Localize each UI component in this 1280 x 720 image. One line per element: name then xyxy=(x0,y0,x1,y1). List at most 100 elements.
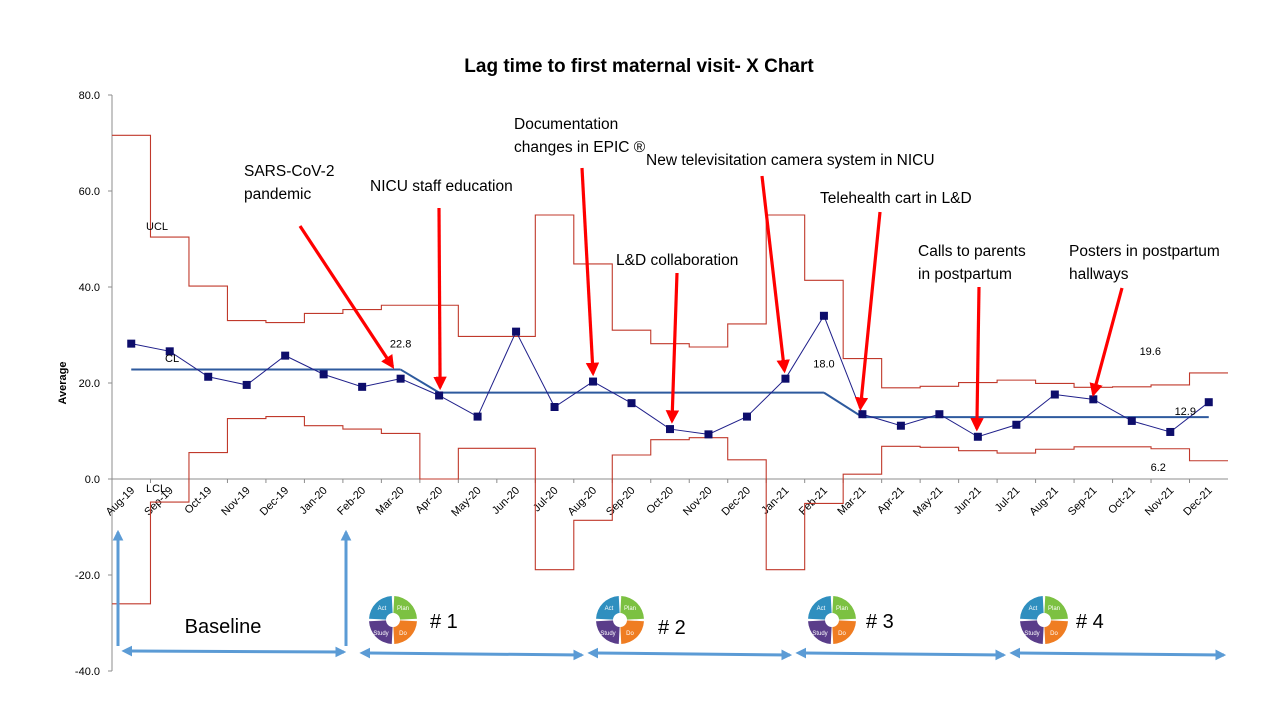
x-tick-label: Aug-21 xyxy=(1027,485,1061,519)
y-tick-label: 20.0 xyxy=(79,378,100,390)
annotation-text: pandemic xyxy=(244,186,311,203)
pdsa-label: Act xyxy=(378,606,387,612)
pdsa-segment xyxy=(832,596,856,620)
data-point xyxy=(204,372,213,381)
pdsa-cycle-icon: Act Plan Study Do xyxy=(369,596,417,644)
data-point xyxy=(742,412,751,421)
data-point xyxy=(1166,427,1175,436)
data-series xyxy=(127,311,1213,441)
x-tick-label: Dec-21 xyxy=(1181,485,1215,519)
annotation-text: in postpartum xyxy=(918,266,1012,283)
x-tick-label: Jan-20 xyxy=(298,485,330,517)
data-point xyxy=(1127,416,1136,425)
data-point xyxy=(1012,420,1021,429)
y-tick-label: 80.0 xyxy=(79,90,100,102)
data-point xyxy=(1204,398,1213,407)
control-limits xyxy=(112,134,1228,605)
cycle-label: # 2 xyxy=(658,617,686,639)
limit-line-label: UCL xyxy=(146,221,168,233)
pdsa-segment xyxy=(620,620,644,644)
y-tick-label: -40.0 xyxy=(75,666,100,678)
pdsa-label: Do xyxy=(1050,631,1058,637)
x-tick-label: Jun-20 xyxy=(490,485,522,517)
pdsa-segment xyxy=(1044,596,1068,620)
pdsa-segment xyxy=(1020,620,1044,644)
pdsa-label: Plan xyxy=(1048,606,1060,612)
annotations: SARS-CoV-2 pandemic NICU staff education Do… xyxy=(244,116,1220,432)
data-point xyxy=(704,430,713,439)
cycle-label: # 1 xyxy=(430,611,458,633)
x-tick-label: Nov-19 xyxy=(219,485,253,519)
x-tick-label: Mar-21 xyxy=(835,485,868,518)
x-tick-label: Nov-21 xyxy=(1143,485,1177,519)
annotation-arrow xyxy=(854,211,882,411)
data-point xyxy=(281,351,290,360)
data-point xyxy=(973,432,982,441)
value-label: 18.0 xyxy=(813,359,834,371)
pdsa-segment xyxy=(808,620,832,644)
pdsa-label: Plan xyxy=(836,606,848,612)
pdsa-cycle-icon: Act Plan Study Do xyxy=(808,596,856,644)
data-point xyxy=(1089,395,1098,404)
x-tick-label: Oct-21 xyxy=(1106,485,1138,517)
data-point xyxy=(858,410,867,419)
data-point xyxy=(627,399,636,408)
annotation-arrow xyxy=(580,167,600,377)
annotation-arrow xyxy=(433,207,447,391)
x-tick-label: Apr-20 xyxy=(413,485,445,517)
pdsa-label: Study xyxy=(1024,631,1039,637)
pdsa-segment xyxy=(808,596,832,620)
y-tick-label: -20.0 xyxy=(75,570,100,582)
y-tick-label: 0.0 xyxy=(85,474,100,486)
value-label: 6.2 xyxy=(1151,462,1166,474)
pdsa-label: Act xyxy=(817,606,826,612)
x-tick-label: Dec-20 xyxy=(720,485,754,519)
pdsa-label: Study xyxy=(812,631,827,637)
data-point xyxy=(473,412,482,421)
chart-title: Lag time to first maternal visit- X Char… xyxy=(464,56,814,77)
annotation-text: NICU staff education xyxy=(370,178,513,195)
data-point xyxy=(165,347,174,356)
data-point xyxy=(396,374,405,383)
x-tick-label: Aug-19 xyxy=(104,485,138,519)
x-tick-label: Oct-19 xyxy=(182,485,214,517)
x-tick-label: May-20 xyxy=(449,485,483,519)
pdsa-segment xyxy=(620,596,644,620)
x-tick-label: Jul-21 xyxy=(993,485,1023,515)
annotation-arrow xyxy=(760,175,790,374)
x-tick-label: May-21 xyxy=(911,485,945,519)
pdsa-segment xyxy=(1020,596,1044,620)
annotation-arrow xyxy=(665,272,680,424)
annotation-text: Posters in postpartum xyxy=(1069,243,1220,260)
pdsa-center xyxy=(826,614,838,626)
center-line xyxy=(400,368,824,394)
pdsa-segment xyxy=(832,620,856,644)
annotation-text: Documentation xyxy=(514,116,618,133)
data-point xyxy=(242,380,251,389)
cycle-span-arrow xyxy=(359,647,585,661)
pdsa-segment xyxy=(1044,620,1068,644)
pdsa-label: Act xyxy=(605,606,614,612)
annotation-text: hallways xyxy=(1069,266,1129,283)
limit-line-label: CL xyxy=(165,353,179,365)
cycle-span-arrow xyxy=(587,647,793,661)
data-point xyxy=(781,374,790,383)
value-labels: 22.8 18.0 19.6 12.9 6.2 UCL CL LCL xyxy=(146,221,1196,495)
x-tick-label: Sep-21 xyxy=(1066,485,1100,519)
pdsa-label: Do xyxy=(399,631,407,637)
pdsa-label: Do xyxy=(626,631,634,637)
pdsa-segment xyxy=(596,596,620,620)
pdsa-cycle-icon: Act Plan Study Do xyxy=(1020,596,1068,644)
baseline-span-arrow xyxy=(121,645,347,658)
data-point xyxy=(666,425,674,434)
cycle-span-arrow xyxy=(1009,647,1227,661)
value-label: 22.8 xyxy=(390,339,411,351)
x-tick-label: Dec-19 xyxy=(258,485,292,519)
ucl-line xyxy=(112,134,1228,389)
annotation-text: New televisitation camera system in NICU xyxy=(646,152,935,169)
data-point xyxy=(127,339,136,348)
x-tick-label: Jun-21 xyxy=(952,485,984,517)
cycle-label: # 3 xyxy=(866,611,894,633)
x-tick-label: Mar-20 xyxy=(374,485,407,518)
